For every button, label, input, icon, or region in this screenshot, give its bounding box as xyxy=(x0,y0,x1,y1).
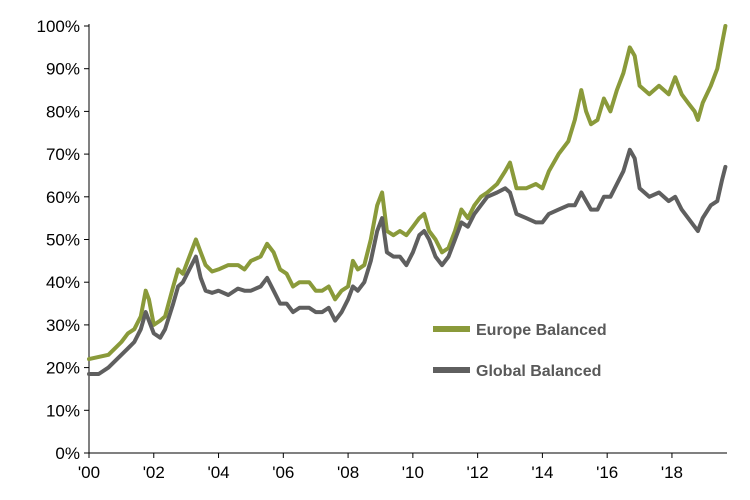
y-tick-label: 60% xyxy=(46,188,80,207)
x-tick-label: '06 xyxy=(272,463,294,482)
y-tick-label: 50% xyxy=(46,231,80,250)
legend-label-europe-balanced: Europe Balanced xyxy=(476,322,607,339)
series-lines xyxy=(87,24,728,376)
series-line-global-balanced xyxy=(87,147,728,376)
y-tick-label: 20% xyxy=(46,359,80,378)
y-tick-label: 0% xyxy=(55,444,80,463)
legend-label-global-balanced: Global Balanced xyxy=(476,363,601,380)
y-tick-label: 10% xyxy=(46,401,80,420)
x-tick-label: '04 xyxy=(207,463,229,482)
y-tick-label: 70% xyxy=(46,145,80,164)
y-tick-label: 30% xyxy=(46,316,80,335)
y-tick-label: 80% xyxy=(46,102,80,121)
y-tick-label: 40% xyxy=(46,273,80,292)
x-tick-label: '08 xyxy=(337,463,359,482)
x-tick-label: '14 xyxy=(531,463,553,482)
x-tick-label: '10 xyxy=(402,463,424,482)
x-tick-label: '02 xyxy=(143,463,165,482)
x-axis-ticks: '00 '02 '04 '06 '08 '10 '12 '14 '16 '18 xyxy=(78,453,683,482)
series-line-europe-balanced xyxy=(87,24,728,362)
x-tick-label: '16 xyxy=(596,463,618,482)
y-tick-label: 100% xyxy=(37,17,80,36)
y-tick-label: 90% xyxy=(46,60,80,79)
x-tick-label: '12 xyxy=(467,463,489,482)
x-tick-label: '18 xyxy=(661,463,683,482)
x-tick-label: '00 xyxy=(78,463,100,482)
legend: Europe Balanced Global Balanced xyxy=(433,322,607,380)
y-axis-ticks: 0% 10% 20% 30% 40% 50% 60% 70% 80% 90% 100% xyxy=(37,17,89,463)
